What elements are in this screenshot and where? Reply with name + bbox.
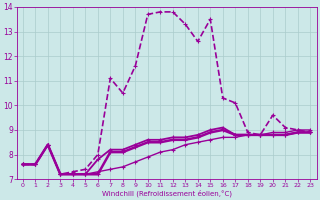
X-axis label: Windchill (Refroidissement éolien,°C): Windchill (Refroidissement éolien,°C)	[101, 189, 232, 197]
